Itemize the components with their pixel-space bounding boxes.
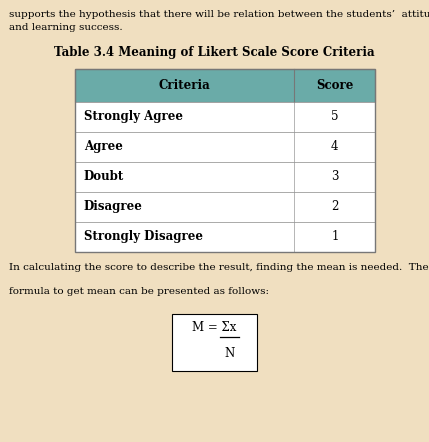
FancyBboxPatch shape — [75, 192, 375, 222]
Text: 5: 5 — [331, 110, 338, 123]
Text: formula to get mean can be presented as follows:: formula to get mean can be presented as … — [9, 287, 269, 296]
Text: Score: Score — [316, 79, 353, 91]
Text: 1: 1 — [331, 230, 338, 244]
Text: Agree: Agree — [84, 140, 123, 153]
Text: Strongly Agree: Strongly Agree — [84, 110, 183, 123]
Text: Table 3.4 Meaning of Likert Scale Score Criteria: Table 3.4 Meaning of Likert Scale Score … — [54, 46, 375, 59]
FancyBboxPatch shape — [75, 222, 375, 252]
FancyBboxPatch shape — [75, 132, 375, 162]
Text: supports the hypothesis that there will be relation between the students’  attit: supports the hypothesis that there will … — [9, 10, 429, 19]
Text: and learning success.: and learning success. — [9, 23, 122, 32]
Text: Doubt: Doubt — [84, 170, 124, 183]
Text: Strongly Disagree: Strongly Disagree — [84, 230, 202, 244]
Text: 3: 3 — [331, 170, 338, 183]
FancyBboxPatch shape — [75, 162, 375, 192]
Text: Criteria: Criteria — [159, 79, 211, 91]
Text: 4: 4 — [331, 140, 338, 153]
Text: N: N — [224, 347, 235, 360]
Text: In calculating the score to describe the result, finding the mean is needed.  Th: In calculating the score to describe the… — [9, 263, 428, 272]
Text: 2: 2 — [331, 200, 338, 213]
Text: Disagree: Disagree — [84, 200, 142, 213]
FancyBboxPatch shape — [75, 69, 375, 102]
Text: M = Σx: M = Σx — [192, 320, 237, 334]
FancyBboxPatch shape — [172, 314, 257, 371]
FancyBboxPatch shape — [75, 102, 375, 132]
